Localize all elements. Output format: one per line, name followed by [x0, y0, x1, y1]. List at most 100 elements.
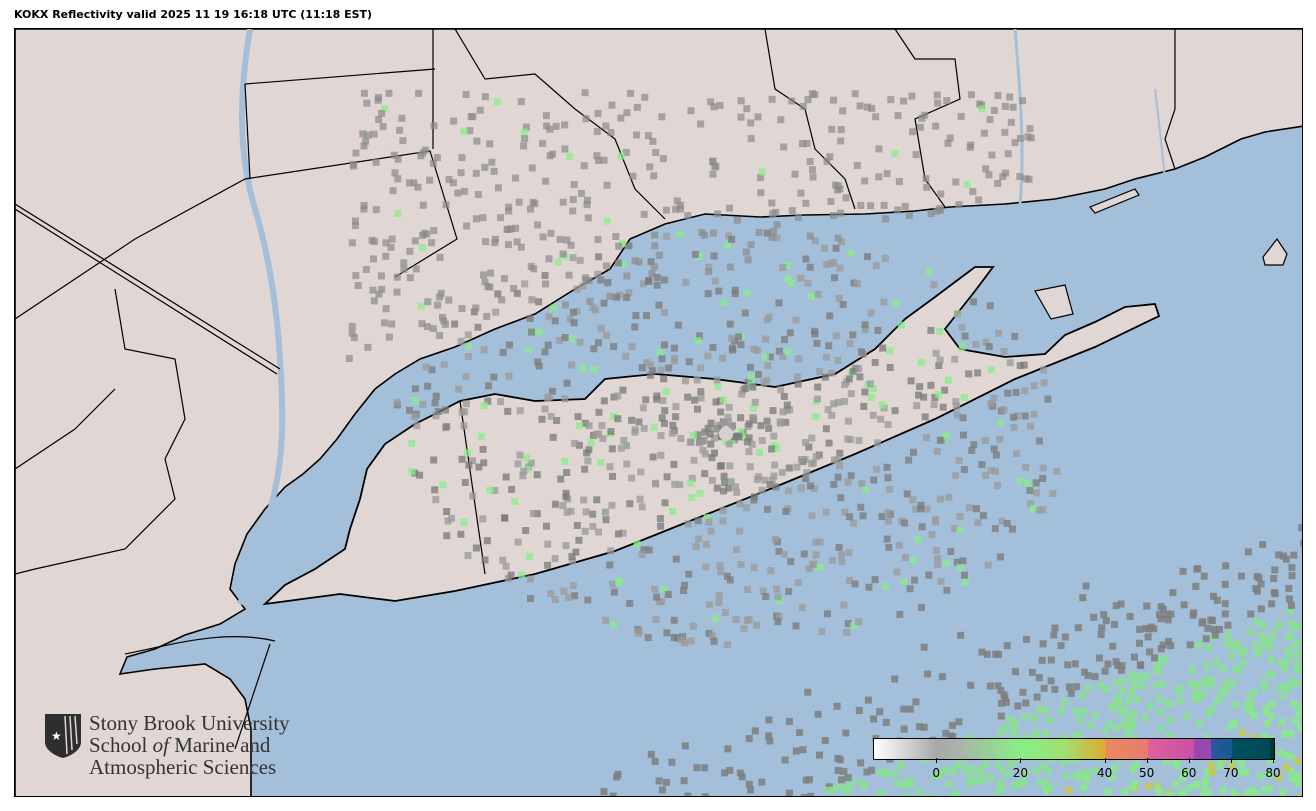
echo-pixel [1221, 610, 1229, 618]
echo-pixel [1030, 410, 1038, 418]
echo-pixel [480, 346, 488, 354]
echo-pixel [524, 346, 532, 354]
echo-pixel [443, 423, 451, 431]
echo-pixel [1006, 93, 1014, 101]
echo-pixel [697, 120, 705, 128]
echo-pixel [1024, 479, 1032, 487]
echo-pixel [823, 260, 831, 268]
echo-pixel [774, 593, 782, 601]
echo-pixel [1297, 638, 1302, 646]
echo-pixel [697, 394, 705, 402]
echo-pixel [627, 89, 635, 97]
echo-pixel [913, 402, 921, 410]
echo-pixel [1178, 791, 1186, 796]
echo-pixel [550, 304, 558, 312]
echo-pixel [861, 321, 869, 329]
echo-pixel [1023, 635, 1030, 643]
echo-pixel [484, 397, 492, 405]
echo-pixel [1117, 600, 1125, 608]
echo-pixel [1190, 695, 1198, 703]
echo-pixel [1289, 700, 1297, 708]
echo-pixel [633, 103, 641, 111]
echo-pixel [877, 415, 885, 423]
echo-pixel [814, 395, 821, 403]
echo-pixel [1279, 789, 1287, 796]
echo-pixel [766, 481, 774, 489]
echo-pixel [584, 596, 592, 604]
echo-pixel [681, 742, 689, 750]
echo-pixel [951, 525, 959, 533]
echo-pixel [806, 158, 814, 165]
echo-pixel [689, 622, 697, 630]
echo-pixel [561, 121, 569, 129]
echo-pixel [821, 373, 829, 381]
echo-pixel [457, 169, 465, 177]
echo-pixel [608, 445, 616, 453]
echo-pixel [764, 362, 772, 370]
echo-pixel [517, 98, 525, 106]
echo-pixel [507, 571, 515, 579]
echo-pixel [1007, 759, 1015, 767]
echo-pixel [650, 172, 658, 180]
echo-pixel [765, 424, 773, 432]
echo-pixel [923, 505, 931, 513]
echo-pixel [968, 91, 975, 99]
echo-pixel [1296, 724, 1302, 732]
echo-pixel [1028, 668, 1036, 676]
echo-pixel [824, 787, 832, 794]
echo-pixel [912, 505, 920, 513]
echo-pixel [721, 479, 729, 487]
echo-pixel [834, 399, 842, 406]
radar-map[interactable]: ★ Stony Brook University School of Marin… [14, 28, 1303, 797]
echo-pixel [602, 516, 610, 524]
echo-pixel [737, 97, 745, 105]
echo-pixel [449, 179, 457, 187]
echo-pixel [1264, 720, 1272, 727]
echo-pixel [470, 308, 478, 316]
echo-pixel [727, 478, 735, 486]
echo-pixel [541, 272, 549, 279]
echo-pixel [1189, 611, 1197, 619]
echo-pixel [493, 98, 501, 106]
echo-pixel [975, 196, 983, 204]
echo-pixel [430, 122, 438, 130]
echo-pixel [663, 778, 670, 786]
echo-pixel [737, 428, 745, 436]
echo-pixel [824, 406, 832, 414]
echo-pixel [1253, 618, 1261, 626]
echo-pixel [656, 349, 664, 356]
echo-pixel [726, 320, 734, 328]
echo-pixel [724, 413, 732, 421]
echo-pixel [837, 494, 845, 502]
echo-pixel [1040, 379, 1048, 387]
echo-pixel [687, 479, 695, 487]
echo-pixel [474, 323, 482, 331]
echo-pixel [1288, 775, 1296, 783]
echo-pixel [694, 431, 702, 439]
echo-pixel [936, 356, 944, 364]
echo-pixel [595, 253, 603, 261]
echo-pixel [1053, 467, 1061, 475]
echo-pixel [978, 776, 986, 784]
echo-pixel [780, 393, 788, 400]
echo-pixel [966, 504, 973, 512]
echo-pixel [934, 99, 942, 107]
echo-pixel [994, 179, 1002, 187]
echo-pixel [948, 721, 956, 729]
echo-pixel [590, 366, 598, 374]
echo-pixel [1186, 641, 1194, 649]
echo-pixel [1286, 607, 1294, 615]
echo-pixel [1221, 600, 1229, 608]
echo-pixel [797, 274, 805, 282]
echo-pixel [994, 482, 1001, 490]
echo-pixel [443, 508, 451, 515]
echo-pixel [1270, 631, 1277, 639]
echo-pixel [549, 150, 557, 158]
echo-pixel [1281, 665, 1289, 673]
echo-pixel [638, 503, 646, 511]
echo-pixel [597, 276, 605, 284]
echo-pixel [931, 394, 939, 401]
echo-pixel [544, 341, 552, 349]
echo-pixel [672, 413, 680, 421]
echo-pixel [825, 783, 833, 791]
